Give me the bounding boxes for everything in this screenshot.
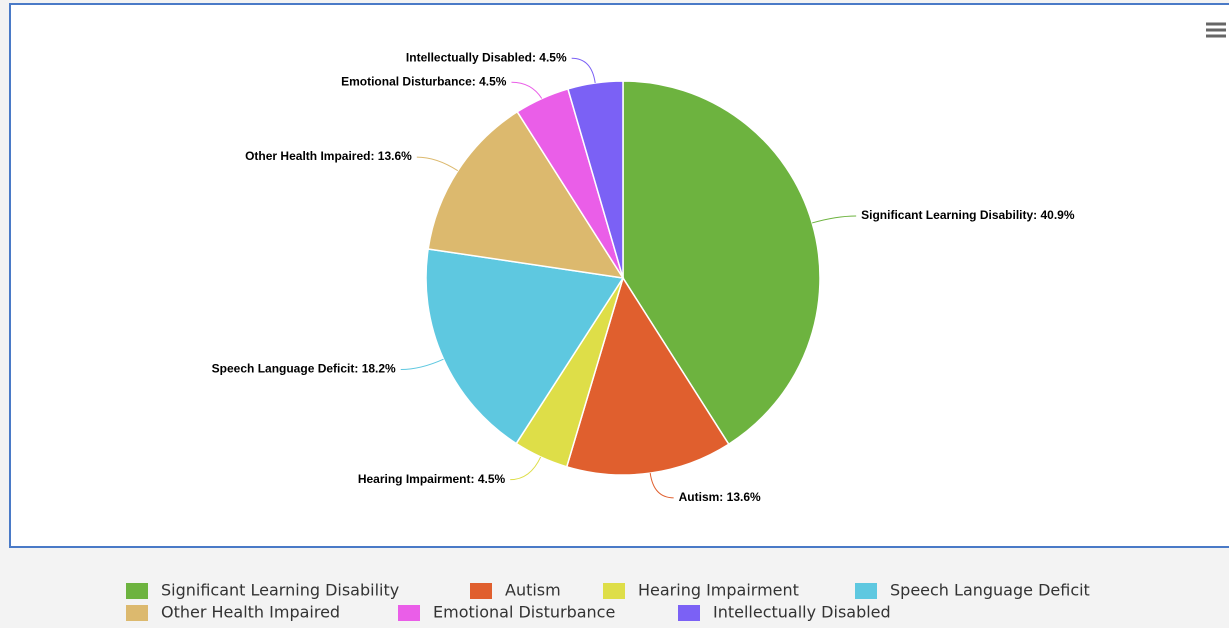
legend-label: Speech Language Deficit [890, 581, 1090, 600]
data-label: Speech Language Deficit: 18.2% [212, 362, 396, 376]
connector [510, 456, 542, 481]
legend-swatch [603, 583, 625, 599]
connector [649, 473, 674, 499]
legend-swatch [126, 583, 148, 599]
legend-label: Emotional Disturbance [433, 603, 615, 622]
connector [511, 81, 543, 99]
connector [416, 156, 459, 172]
pie-slice [427, 110, 625, 279]
legend-label: Hearing Impairment [638, 581, 799, 600]
legend-swatch [470, 583, 492, 599]
data-label: Intellectually Disabled: 4.5% [406, 50, 567, 64]
data-label: Hearing Impairment: 4.5% [358, 472, 506, 486]
data-label: Significant Learning Disability: 40.9% [861, 208, 1075, 222]
connector [400, 358, 444, 371]
connector [571, 57, 596, 84]
legend-label: Other Health Impaired [161, 603, 340, 622]
connector [812, 215, 857, 224]
legend-swatch [398, 605, 420, 621]
pie-slice [622, 80, 821, 446]
legend-label: Intellectually Disabled [713, 603, 891, 622]
legend-swatch [126, 605, 148, 621]
menu-icon[interactable] [1206, 22, 1226, 38]
data-label: Other Health Impaired: 13.6% [245, 149, 412, 163]
legend-label: Significant Learning Disability [161, 581, 399, 600]
data-label: Autism: 13.6% [679, 490, 761, 504]
pie-slice [565, 276, 730, 476]
data-label: Emotional Disturbance: 4.5% [341, 74, 507, 88]
legend-swatch [855, 583, 877, 599]
pie-slice [567, 80, 624, 279]
legend-label: Autism [505, 581, 561, 600]
legend-swatch [678, 605, 700, 621]
